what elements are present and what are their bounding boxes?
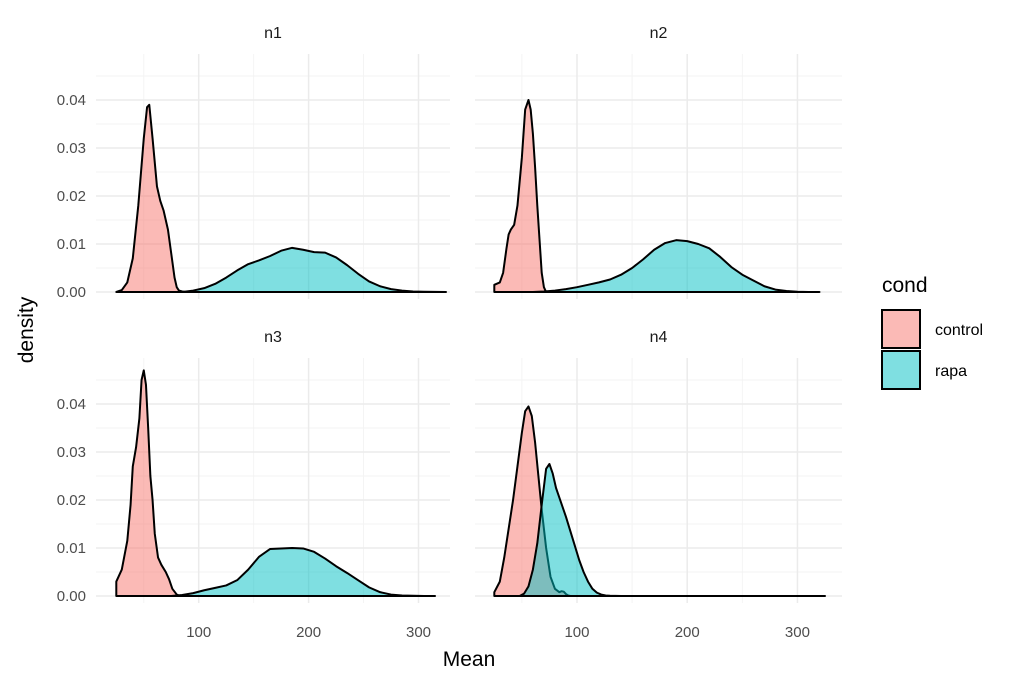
facet-label: n1 [264,25,282,42]
facet-label: n3 [264,329,282,346]
legend: cond control rapa [881,274,983,390]
legend-key-control [881,309,921,349]
x-tick-label: 300 [406,624,431,641]
facet-panel-n3: n3 0.00 0.01 0.02 0.03 0.04 100 200 300 [57,329,450,641]
x-axis-title: Mean [443,648,496,671]
y-tick-label: 0.01 [57,236,86,253]
y-tick-label: 0.02 [57,492,86,509]
density-area-rapa [170,547,437,597]
y-tick-label: 0.03 [57,444,86,461]
facet-panel-n2: n2 [475,25,842,299]
y-axis-title: density [15,296,38,363]
density-area-control [493,99,548,293]
facet-label: n2 [650,25,668,42]
y-tick-label: 0.04 [57,396,86,413]
facet-label: n4 [650,329,668,346]
x-tick-label: 100 [186,624,211,641]
x-tick-label: 200 [675,624,700,641]
density-area-rapa [518,463,826,597]
legend-key-rapa [881,350,921,390]
density-area-control [115,369,182,597]
legend-title: cond [882,274,928,297]
density-area-rapa [531,239,821,293]
y-tick-label: 0.01 [57,540,86,557]
y-tick-label: 0.00 [57,284,86,301]
y-tick-label: 0.02 [57,188,86,205]
facet-panels: n1 0.00 0.01 0.02 0.03 0.04 n2 n3 0.00 0.01 0.02 0.… [57,25,842,641]
density-area-rapa [181,246,447,293]
facet-panel-n4: n4 100 200 300 [475,329,842,641]
density-area-control [115,103,187,293]
y-tick-label: 0.03 [57,140,86,157]
legend-label-control: control [935,322,983,339]
y-tick-label: 0.04 [57,92,86,109]
legend-label-rapa: rapa [935,363,967,380]
y-tick-label: 0.00 [57,588,86,605]
x-tick-label: 300 [785,624,810,641]
facet-panel-n1: n1 0.00 0.01 0.02 0.03 0.04 [57,25,450,301]
x-tick-label: 100 [564,624,589,641]
x-tick-label: 200 [296,624,321,641]
